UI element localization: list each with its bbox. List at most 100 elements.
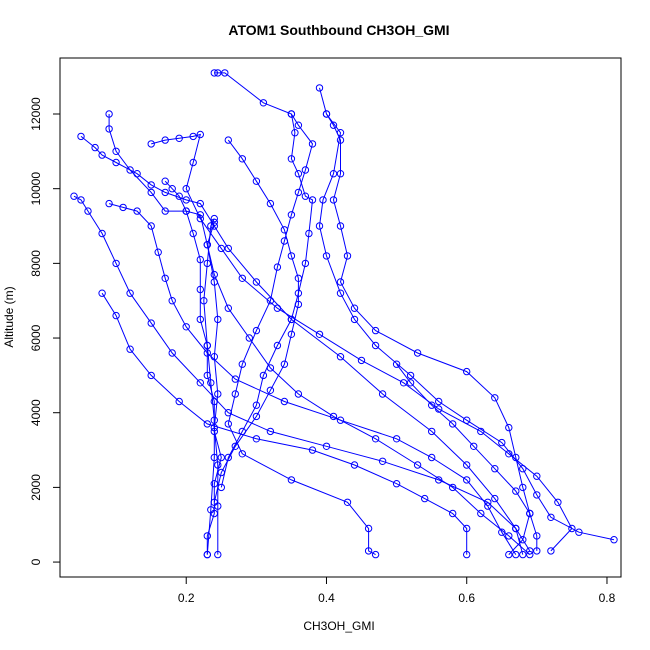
data-point [112,147,120,156]
data-point [182,207,190,215]
data-point [392,480,401,488]
data-point [224,244,233,253]
data-point [214,69,222,77]
data-point [350,315,359,324]
data-point [214,390,222,398]
data-point [210,480,219,488]
data-point [364,547,373,555]
data-point [189,229,197,238]
data-point [463,476,471,484]
data-point [308,140,317,148]
data-point [224,136,233,144]
data-point [350,461,359,469]
x-tick-label: 0.2 [178,591,195,605]
data-point [301,192,310,200]
data-series [105,110,534,559]
data-point [294,170,303,178]
data-point [252,401,261,409]
x-axis: 0.2 0.4 0.6 0.8 [178,577,616,605]
x-axis-label: CH3OH_GMI [303,619,374,633]
data-point [203,341,212,350]
data-point [322,252,331,260]
data-point [182,323,190,331]
data-point [575,528,583,536]
data-point [505,423,513,432]
series-line [318,87,615,541]
data-point [210,222,219,230]
data-point [322,110,331,118]
data-point [287,330,296,338]
data-point [371,326,380,335]
data-point [214,550,222,559]
data-point [449,420,457,428]
data-point [231,390,240,398]
data-point [168,297,176,305]
data-point [512,550,520,559]
data-point [336,170,345,178]
data-point [477,427,485,436]
data-point [161,177,169,185]
data-point [505,532,513,540]
data-point [210,214,219,223]
data-point [449,509,457,518]
data-point [196,255,205,264]
data-series [147,130,576,555]
data-point [210,509,219,518]
data-point [463,367,471,376]
series-line [108,203,517,555]
data-point [105,199,113,208]
data-series [161,177,226,559]
data-point [371,435,380,443]
data-point [519,550,527,559]
data-series [315,84,618,544]
data-point [505,550,513,559]
y-tick-label: 6000 [29,324,43,351]
data-point [273,263,282,271]
data-point [273,341,282,350]
data-point [301,259,310,268]
y-tick-label: 0 [29,558,43,565]
data-point [210,427,219,436]
data-point [161,207,169,215]
data-point [77,196,85,204]
data-point [392,360,401,368]
x-tick-label: 0.6 [458,591,475,605]
data-point [319,196,327,204]
data-point [238,450,247,458]
data-point [294,121,303,129]
data-point [217,468,226,477]
data-point [105,110,113,118]
plot-frame [59,57,622,578]
data-point [435,397,443,406]
data-point [175,134,183,143]
data-point [519,536,527,544]
data-point [343,498,352,506]
data-point [505,450,513,458]
data-point [428,453,436,462]
data-point [112,259,120,268]
chart-title: ATOM1 Southbound CH3OH_GMI [228,22,449,38]
data-point [98,229,106,238]
data-point [449,483,457,492]
data-point [217,453,226,462]
data-point [210,69,219,77]
data-point [519,483,527,492]
data-point [287,476,296,484]
data-point [196,285,205,294]
data-point [378,457,387,465]
data-point [413,349,422,357]
data-point [126,289,134,297]
data-point [357,356,366,365]
data-point [336,136,345,144]
data-point [252,278,261,286]
data-point [491,494,499,503]
data-point [182,196,190,204]
data-point [421,494,429,503]
data-point [287,110,296,118]
data-point [294,300,303,309]
x-tick-label: 0.8 [599,591,616,605]
data-point [308,446,317,454]
data-point [238,360,247,368]
data-point [182,185,190,193]
data-point [392,435,401,443]
